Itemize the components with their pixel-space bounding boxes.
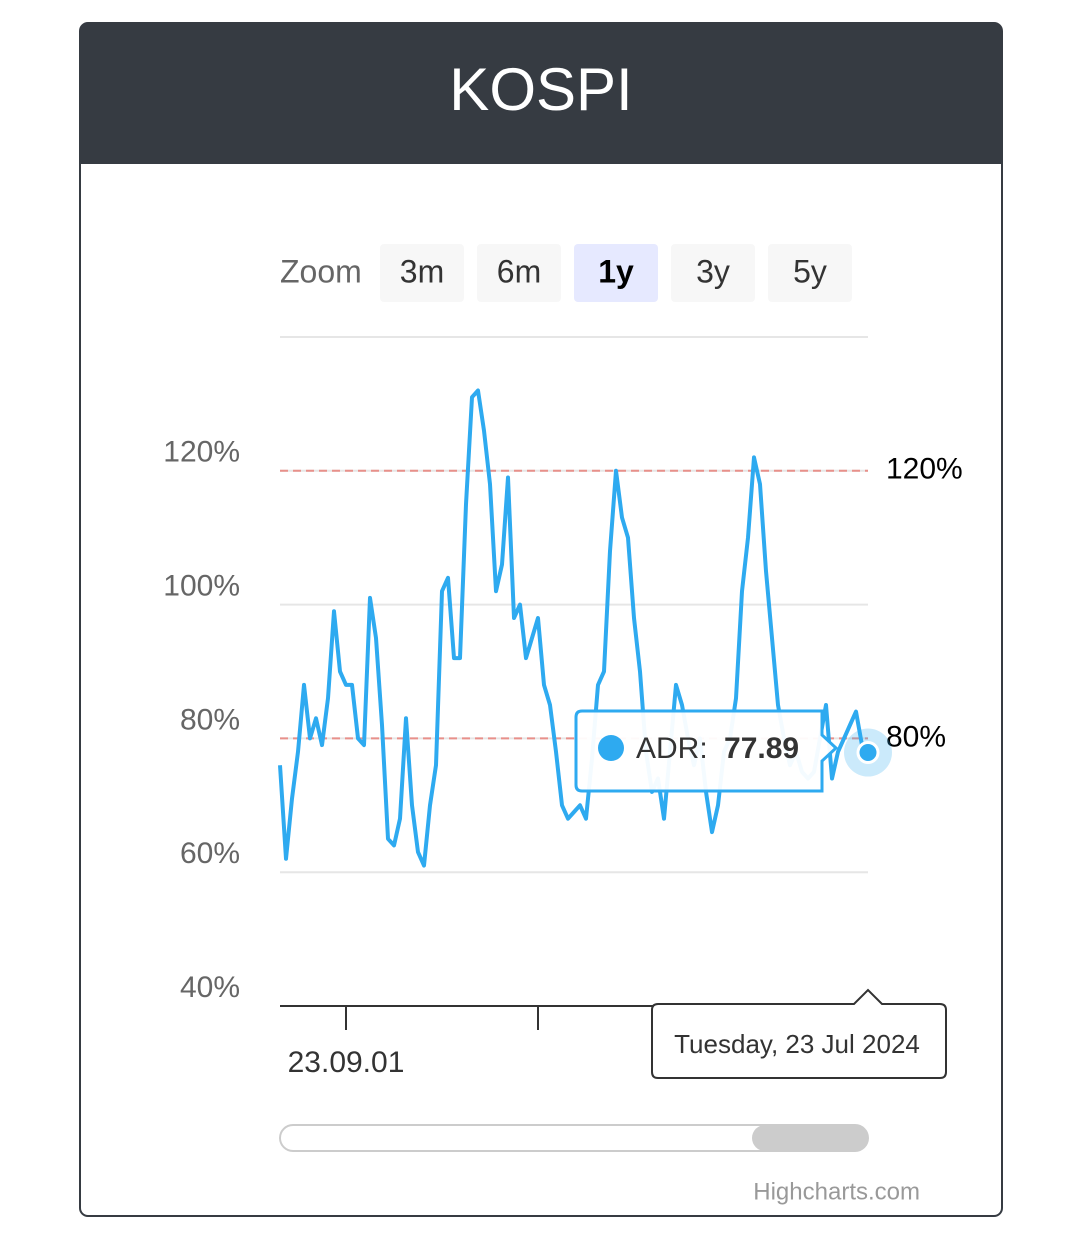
zoom-buttons: 3m 6m 1y 3y 5y [380, 244, 852, 302]
tooltip-series: ADR: [636, 732, 716, 765]
zoom-button[interactable] [768, 244, 852, 302]
tooltip-box [574, 709, 839, 793]
zoom-button-label[interactable]: 3y [696, 253, 730, 289]
zoom-button-label[interactable]: 6m [497, 253, 541, 289]
credits[interactable]: Highcharts.com [753, 1178, 920, 1205]
plot-line-label: 120% [886, 453, 963, 486]
date-tooltip-box [651, 988, 947, 1079]
card-header [80, 23, 1002, 164]
series-line [278, 388, 870, 868]
zoom-button-label[interactable]: 1y [598, 253, 634, 289]
zoom-button[interactable] [671, 244, 755, 302]
hover-point [856, 741, 880, 765]
y-tick-label: 40% [180, 971, 240, 1004]
y-tick-label: 80% [180, 703, 240, 736]
zoom-button[interactable] [574, 244, 658, 302]
card-title: KOSPI [449, 56, 632, 123]
tooltip-text: ADR: 77.89 [636, 732, 799, 765]
zoom-button-label[interactable]: 5y [793, 253, 827, 289]
tooltip-value: 77.89 [724, 732, 799, 765]
zoom-button[interactable] [477, 244, 561, 302]
y-tick-label: 60% [180, 837, 240, 870]
plot: 40% 60% 80% 100% 120% 120% 80% 23.09.01 ADR: 77.… [163, 388, 963, 1079]
zoom-button[interactable] [380, 244, 464, 302]
tooltip-dot [598, 735, 624, 761]
y-tick-label: 100% [163, 570, 240, 603]
plot-line-label: 80% [886, 720, 946, 753]
scrollbar-thumb[interactable] [752, 1125, 868, 1151]
zoom-button-label[interactable]: 3m [400, 253, 444, 289]
date-tooltip-text: Tuesday, 23 Jul 2024 [674, 1029, 920, 1059]
y-tick-label: 120% [163, 436, 240, 469]
x-tick-label: 23.09.01 [288, 1046, 405, 1079]
zoom-label: Zoom [280, 253, 362, 289]
